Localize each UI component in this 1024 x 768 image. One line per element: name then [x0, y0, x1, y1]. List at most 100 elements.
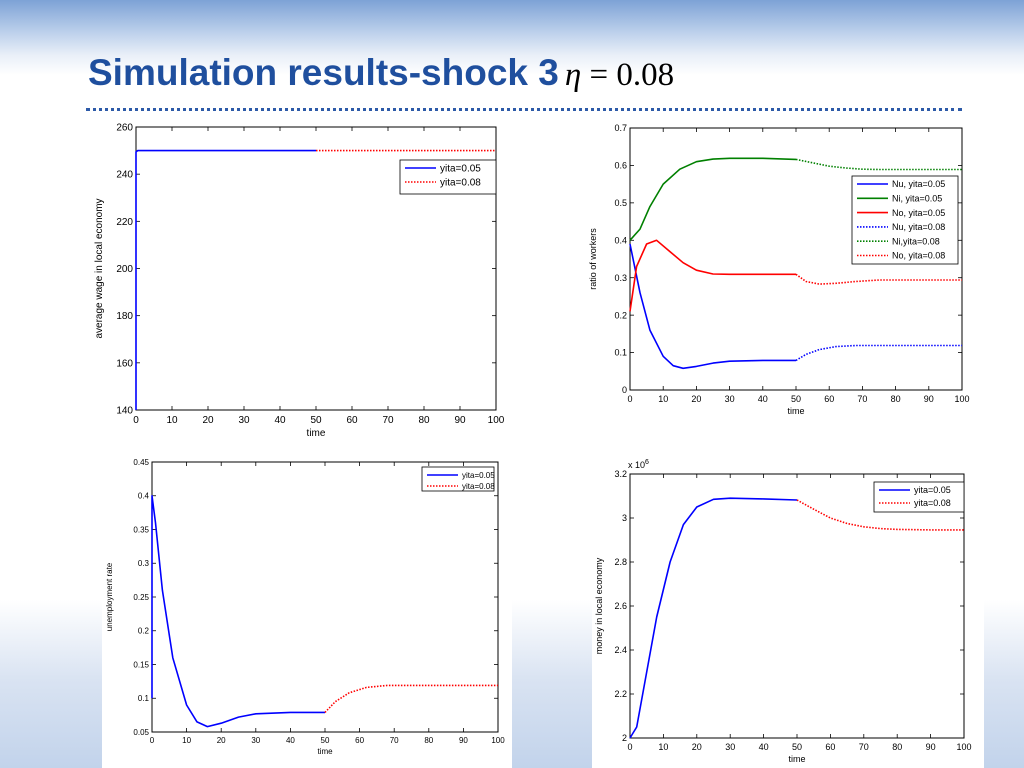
y-axis-label: average wage in local economy [94, 198, 105, 338]
y-tick-label: 0.45 [133, 458, 149, 467]
y-tick-label: 140 [116, 406, 133, 417]
x-tick-label: 50 [791, 394, 801, 404]
series-line [324, 684, 498, 713]
x-tick-label: 10 [658, 394, 668, 404]
x-tick-label: 60 [346, 415, 358, 426]
y-tick-label: 2 [622, 733, 627, 743]
legend-label: Ni,yita=0.08 [892, 236, 940, 246]
legend [399, 159, 497, 195]
legend-label: yita=0.05 [440, 164, 481, 175]
series-line [135, 149, 316, 410]
legend-label: yita=0.08 [914, 498, 951, 508]
x-tick-label: 100 [488, 415, 505, 426]
plot-area [629, 473, 965, 739]
y-axis-label: money in local economy [594, 557, 604, 654]
x-tick-label: 40 [759, 742, 769, 752]
x-tick-label: 80 [891, 394, 901, 404]
y-tick-label: 0.6 [614, 161, 627, 171]
legend-label: Nu, yita=0.08 [892, 222, 945, 232]
legend-label: yita=0.08 [462, 482, 495, 491]
series-line [629, 243, 796, 370]
y-tick-label: 0.5 [614, 198, 627, 208]
x-tick-label: 40 [286, 736, 295, 745]
x-tick-label: 0 [627, 742, 632, 752]
legend [851, 175, 959, 265]
x-axis-label: time [317, 747, 333, 756]
y-tick-label: 0.2 [138, 627, 150, 636]
x-axis-label: time [307, 428, 326, 439]
x-axis-label: time [788, 754, 805, 764]
x-tick-label: 50 [310, 415, 322, 426]
money-chart: 0 10 20 30 40 50 60 70 80 90 100 2 2.2 2.4 2.6 2.8 3 3.2 t… [592, 452, 984, 768]
y-tick-label: 0.4 [138, 492, 150, 501]
x-tick-label: 30 [238, 415, 250, 426]
series-line [795, 273, 962, 285]
series-line [629, 157, 797, 241]
x-tick-label: 100 [491, 736, 505, 745]
y-tick-label: 2.2 [614, 689, 627, 699]
y-tick-label: 0 [622, 385, 627, 395]
ratio-svg: 0 10 20 30 40 50 60 70 80 90 100 0 0.1 0.2 0.3 0.4 0.5 0.… [588, 123, 970, 416]
series-line [151, 494, 325, 728]
y-tick-label: 2.6 [614, 601, 627, 611]
y-scale-multiplier: x 106 [628, 459, 649, 470]
y-tick-label: 0.3 [614, 273, 627, 283]
x-tick-label: 0 [133, 415, 139, 426]
x-tick-label: 70 [390, 736, 399, 745]
y-tick-label: 0.35 [133, 525, 149, 534]
y-tick-label: 0.4 [614, 235, 627, 245]
legend [873, 481, 965, 513]
x-tick-label: 70 [859, 742, 869, 752]
y-tick-label: 0.7 [614, 123, 627, 133]
y-axis-label: unemployment rate [105, 562, 114, 631]
worker-ratio-chart: 0 10 20 30 40 50 60 70 80 90 100 0 0.1 0.2 0.3 0.4 0.5 0.… [586, 118, 978, 428]
y-tick-label: 0.2 [614, 310, 627, 320]
x-tick-label: 50 [792, 742, 802, 752]
x-tick-label: 80 [418, 415, 430, 426]
series-line [629, 239, 796, 312]
legend-label: Nu, yita=0.05 [892, 179, 945, 189]
legend-label: yita=0.05 [914, 485, 951, 495]
x-tick-label: 60 [824, 394, 834, 404]
y-tick-label: 160 [116, 358, 133, 369]
x-tick-label: 90 [924, 394, 934, 404]
title-text: Simulation results-shock 3 [88, 52, 559, 93]
y-tick-label: 180 [116, 311, 133, 322]
y-tick-label: 2.4 [614, 645, 627, 655]
x-tick-label: 10 [658, 742, 668, 752]
legend-label: Ni, yita=0.05 [892, 193, 942, 203]
wage-chart: 0 10 20 30 40 50 60 70 80 90 100 140 160 180 200 220 240… [92, 118, 508, 450]
title-math-value: = 0.08 [581, 57, 675, 93]
unemployment-svg: 0 10 20 30 40 50 60 70 80 90 100 0.05 0.1 0.15 0.2 0.25… [105, 458, 505, 756]
x-tick-label: 80 [424, 736, 433, 745]
wage-svg: 0 10 20 30 40 50 60 70 80 90 100 140 160 180 200 220 240… [94, 123, 505, 440]
x-tick-label: 60 [355, 736, 364, 745]
y-tick-label: 0.25 [133, 593, 149, 602]
x-tick-label: 80 [892, 742, 902, 752]
y-tick-label: 260 [116, 123, 133, 134]
x-tick-label: 20 [692, 742, 702, 752]
legend-label: yita=0.05 [462, 471, 495, 480]
x-tick-label: 30 [251, 736, 260, 745]
x-tick-label: 50 [321, 736, 330, 745]
y-tick-label: 0.1 [614, 348, 627, 358]
y-tick-label: 220 [116, 217, 133, 228]
series-line [795, 344, 962, 362]
y-tick-label: 240 [116, 170, 133, 181]
title-math: η = 0.08 [565, 57, 674, 93]
x-tick-label: 60 [825, 742, 835, 752]
legend-label: No, yita=0.05 [892, 208, 945, 218]
x-tick-label: 20 [217, 736, 226, 745]
x-tick-label: 20 [202, 415, 214, 426]
x-tick-label: 40 [758, 394, 768, 404]
y-axis-label: ratio of workers [588, 228, 598, 290]
money-svg: 0 10 20 30 40 50 60 70 80 90 100 2 2.2 2.4 2.6 2.8 3 3.2 t… [594, 459, 972, 764]
x-tick-label: 70 [857, 394, 867, 404]
legend-label: No, yita=0.08 [892, 251, 945, 261]
x-tick-label: 90 [454, 415, 466, 426]
eta-symbol: η [564, 57, 582, 93]
x-tick-label: 30 [725, 742, 735, 752]
x-tick-label: 10 [182, 736, 191, 745]
x-tick-label: 100 [954, 394, 969, 404]
